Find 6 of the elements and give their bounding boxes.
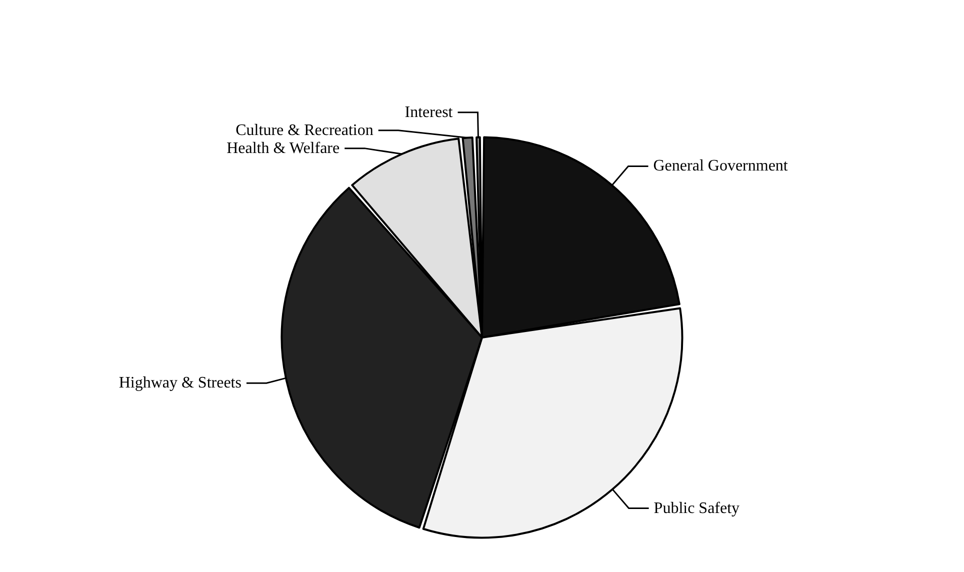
slice-label: Interest xyxy=(404,104,454,121)
slice-label: Public Safety xyxy=(654,500,740,517)
slice-label: Highway & Streets xyxy=(118,374,242,392)
slice-label: Culture & Recreation xyxy=(236,122,374,139)
slice-label: Health & Welfare xyxy=(226,140,340,157)
slice-label: General Government xyxy=(653,158,788,175)
